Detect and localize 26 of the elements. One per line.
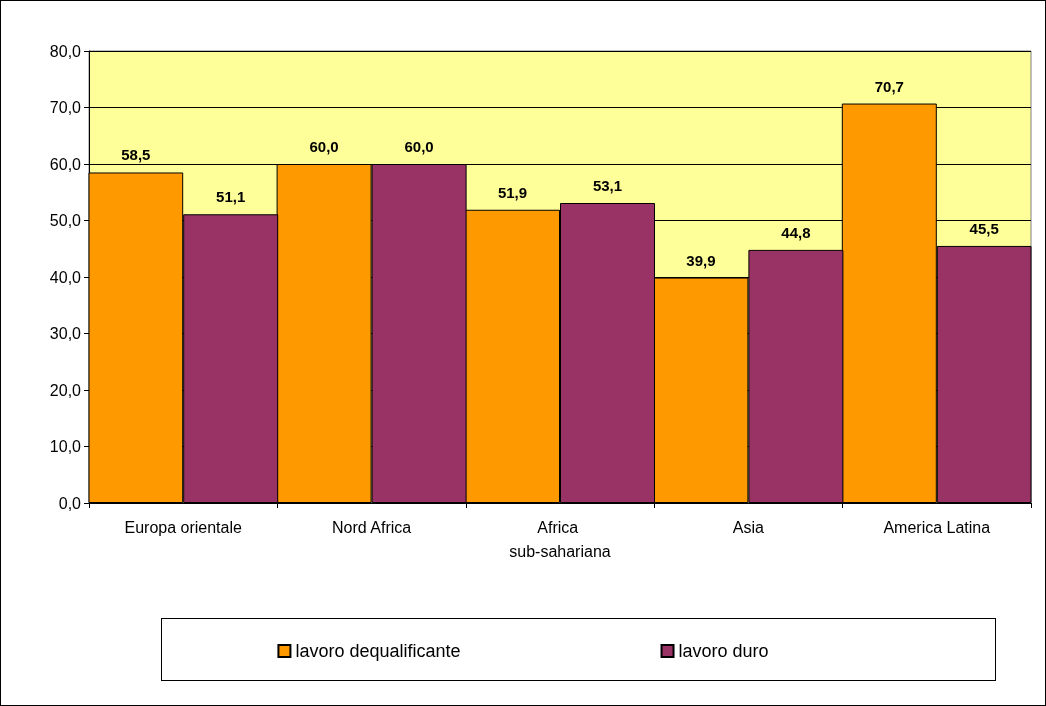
y-tick-label: 70,0 <box>49 99 82 116</box>
y-tick-label: 50,0 <box>49 212 82 229</box>
data-label: 39,9 <box>686 251 716 269</box>
data-label: 60,0 <box>404 138 434 155</box>
x-tick-label: Asia <box>732 518 765 536</box>
x-tick-label: Europa orientale <box>124 518 242 536</box>
x-tick-label: Nord Africa <box>332 518 412 536</box>
y-tick-label: 0,0 <box>58 494 82 512</box>
data-label: 70,7 <box>874 77 904 95</box>
y-tick-label: 60,0 <box>49 155 82 173</box>
legend-label: lavoro duro <box>678 641 769 661</box>
data-label: 58,5 <box>121 146 151 164</box>
data-label: 53,1 <box>592 176 623 194</box>
data-label: 44,8 <box>781 223 811 241</box>
y-tick-label: 80,0 <box>49 42 82 60</box>
y-tick-label: 10,0 <box>49 438 82 455</box>
data-label: 60,0 <box>309 138 339 155</box>
y-tick-label: 40,0 <box>49 268 82 286</box>
data-label: 45,5 <box>969 219 999 237</box>
x-tick-label: America Latina <box>883 518 991 536</box>
legend-label: lavoro dequalificante <box>295 641 461 661</box>
x-tick-label: Africa sub-sahariana <box>509 518 611 560</box>
y-tick-label: 30,0 <box>49 325 82 342</box>
data-label: 51,9 <box>497 183 528 201</box>
data-label: 51,1 <box>216 188 246 206</box>
y-tick-label: 20,0 <box>49 381 82 399</box>
